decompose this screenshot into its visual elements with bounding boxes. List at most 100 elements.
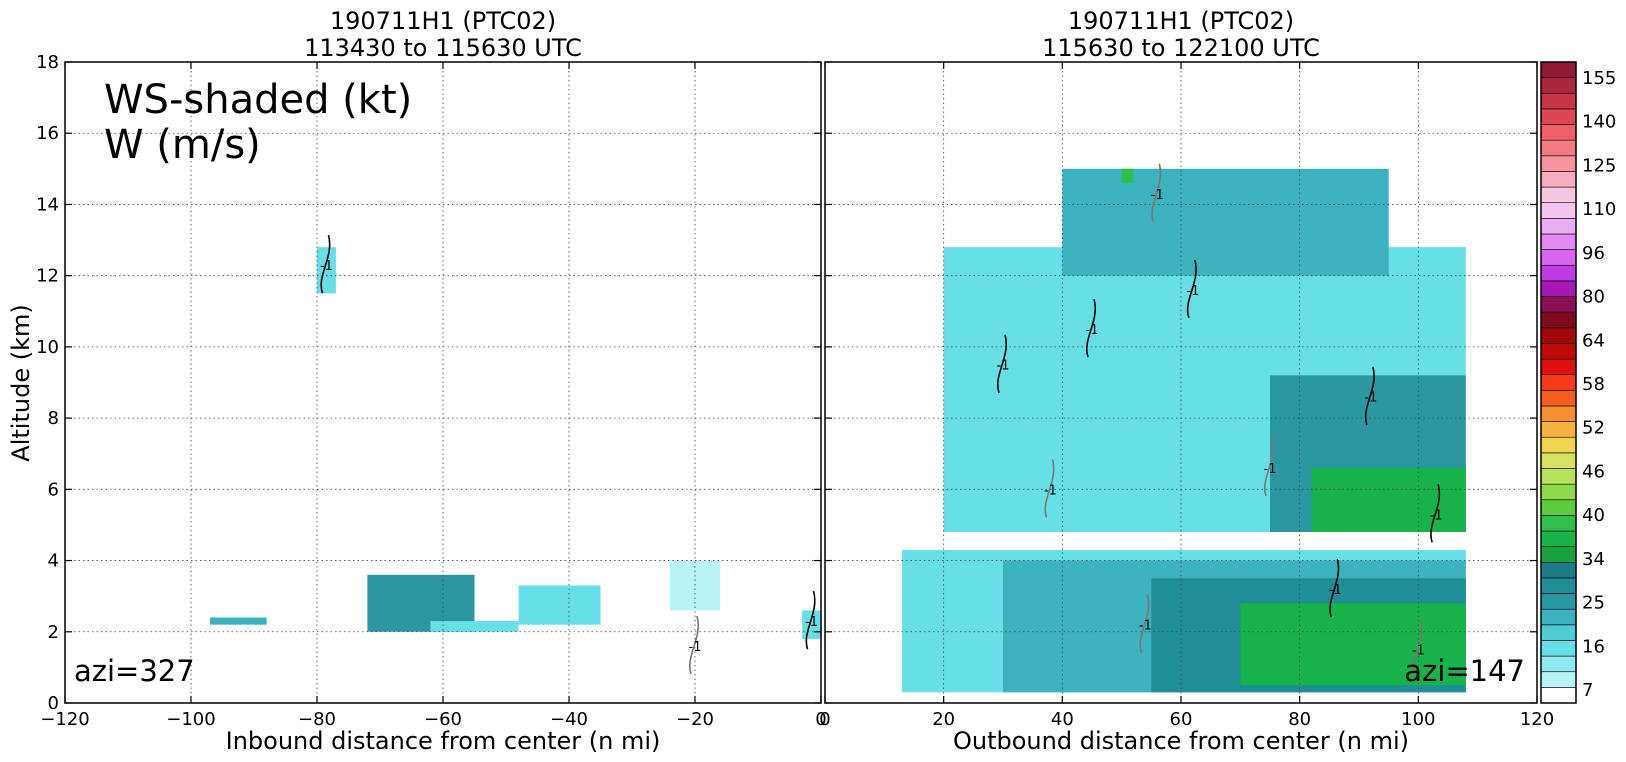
colorbar-band	[1540, 421, 1577, 438]
w-contour-line	[1264, 437, 1274, 497]
x-tick-label: 80	[1288, 709, 1311, 730]
colorbar: 7 16 25 34 40 46 52 58 64 80 96 110 125 140 155	[1540, 61, 1616, 704]
w-contour-line	[805, 590, 816, 650]
right-contours: -1 -1 -1 -1 -1 -1 -1 -1 -1 -1 -1	[997, 163, 1443, 678]
colorbar-tick-label: 64	[1582, 330, 1605, 351]
colorbar-band	[1540, 561, 1577, 579]
colorbar-band	[1540, 233, 1577, 250]
y-tick-label: 10	[36, 337, 59, 358]
y-tick-label: 4	[48, 551, 59, 572]
shaded-region	[1062, 168, 1389, 276]
colorbar-band	[1540, 452, 1577, 469]
colorbar-band	[1540, 515, 1577, 532]
colorbar-band	[1540, 358, 1577, 375]
w-contour-line	[1151, 163, 1162, 223]
w-contour-line	[1186, 259, 1197, 319]
right-x-axis-label: Outbound distance from center (n mi)	[953, 727, 1409, 755]
shaded-region	[1311, 467, 1466, 533]
left-shaded-area	[209, 247, 821, 639]
y-tick-label: 8	[48, 408, 59, 429]
contour-label: -1	[1412, 644, 1425, 659]
y-tick-label: 2	[48, 622, 59, 643]
colorbar-band	[1540, 468, 1577, 485]
data-gap-band	[825, 532, 1537, 550]
shaded-region	[1121, 168, 1134, 184]
colorbar-frame	[1540, 61, 1577, 704]
x-tick-label: 120	[1520, 709, 1554, 730]
right-grid	[825, 62, 1537, 703]
shaded-region	[518, 585, 601, 625]
colorbar-band	[1540, 202, 1577, 219]
colorbar-band	[1540, 436, 1577, 454]
colorbar-band	[1540, 311, 1577, 329]
y-tick-label: 16	[36, 123, 59, 144]
left-azi-label: azi=327	[74, 654, 195, 688]
contour-label: -1	[1044, 483, 1057, 498]
left-annotation-line1: WS-shaded (kt)	[104, 77, 412, 123]
left-contours: -1 -1 -1	[320, 234, 818, 675]
w-contour-line	[997, 334, 1007, 393]
colorbar-band	[1540, 171, 1577, 188]
colorbar-tick-label: 155	[1582, 68, 1616, 89]
left-x-axis-label: Inbound distance from center (n mi)	[226, 727, 661, 755]
x-tick-label: −100	[166, 709, 215, 730]
colorbar-band	[1540, 218, 1577, 235]
colorbar-tick-label: 58	[1582, 374, 1605, 395]
x-tick-label: −60	[424, 709, 462, 730]
w-contour-line	[320, 234, 331, 294]
colorbar-band	[1540, 92, 1577, 110]
contour-label: -1	[1086, 323, 1099, 338]
colorbar-tick-label: 52	[1582, 418, 1605, 439]
x-tick-label: −20	[676, 709, 714, 730]
colorbar-band	[1540, 405, 1577, 422]
colorbar-band	[1540, 280, 1577, 297]
right-title-line2: 115630 to 122100 UTC	[1042, 34, 1320, 62]
y-tick-label: 12	[36, 266, 59, 287]
colorbar-tick-label: 125	[1582, 155, 1616, 176]
colorbar-band	[1540, 655, 1577, 673]
y-tick-label: 14	[36, 194, 59, 215]
colorbar-band	[1540, 671, 1577, 688]
colorbar-band	[1540, 483, 1577, 501]
contour-label: -1	[689, 640, 702, 655]
colorbar-bands	[1540, 61, 1577, 704]
left-title-line2: 113430 to 115630 UTC	[304, 34, 582, 62]
colorbar-tick-label: 140	[1582, 112, 1616, 133]
colorbar-band	[1540, 687, 1577, 704]
colorbar-tick-label: 96	[1582, 243, 1605, 264]
colorbar-band	[1540, 390, 1577, 407]
colorbar-band	[1540, 499, 1577, 516]
y-tick-label: 0	[48, 693, 59, 714]
colorbar-tick-label: 16	[1582, 636, 1605, 657]
x-tick-label: 60	[1170, 709, 1193, 730]
colorbar-band	[1540, 186, 1577, 204]
colorbar-band	[1540, 608, 1577, 626]
right-ticks: 0 20 40 60 80 100 120	[819, 61, 1554, 730]
colorbar-band	[1540, 546, 1577, 563]
colorbar-band	[1540, 327, 1577, 344]
w-contour-line	[1139, 594, 1150, 653]
w-contour-line	[1329, 558, 1340, 618]
right-title-line1: 190711H1 (PTC02)	[1068, 7, 1294, 35]
w-contour-line	[1044, 459, 1055, 518]
colorbar-labels: 7 16 25 34 40 46 52 58 64 80 96 110 125 140 155	[1582, 68, 1616, 701]
colorbar-band	[1540, 77, 1577, 94]
left-annotation-line2: W (m/s)	[104, 122, 261, 168]
colorbar-tick-label: 25	[1582, 593, 1605, 614]
contour-label: -1	[1151, 188, 1164, 203]
contour-label: -1	[1264, 462, 1277, 477]
colorbar-band	[1540, 640, 1577, 657]
colorbar-tick-label: 40	[1582, 505, 1605, 526]
left-grid	[65, 62, 821, 703]
contour-label: -1	[1329, 583, 1342, 598]
colorbar-tick-label: 46	[1582, 461, 1605, 482]
x-tick-label: −120	[40, 709, 89, 730]
colorbar-band	[1540, 593, 1577, 610]
w-contour-line	[1086, 298, 1096, 358]
shaded-region	[209, 617, 267, 625]
right-shaded-area	[825, 168, 1537, 693]
x-tick-label: −40	[550, 709, 588, 730]
contour-label: -1	[1186, 284, 1199, 299]
